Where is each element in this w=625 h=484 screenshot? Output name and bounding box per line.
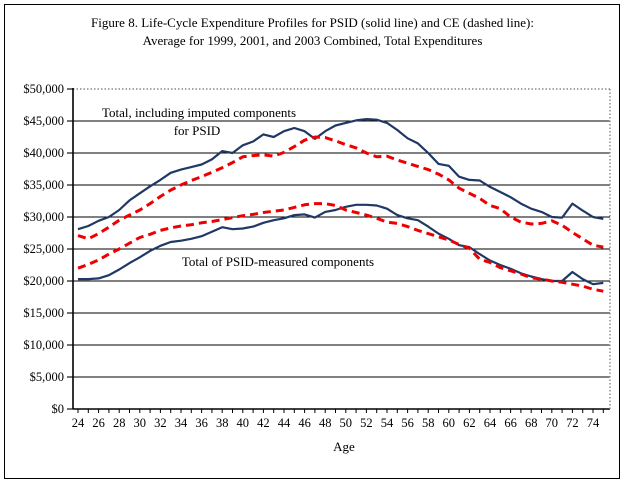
figure-title: Figure 8. Life-Cycle Expenditure Profile… [0, 14, 625, 50]
x-tick-label: 66 [504, 416, 517, 430]
x-tick-label: 28 [113, 416, 126, 430]
plot-annotation-1: for PSID [174, 123, 221, 138]
y-tick-label: $35,000 [23, 178, 64, 192]
figure-title-line2: Average for 1999, 2001, and 2003 Combine… [142, 33, 483, 48]
x-tick-label: 56 [401, 416, 414, 430]
plot-annotation-0: Total, including imputed components [102, 105, 296, 120]
figure-title-line1: Figure 8. Life-Cycle Expenditure Profile… [91, 15, 534, 30]
x-tick-label: 52 [360, 416, 373, 430]
series-line-1 [77, 135, 604, 249]
figure-border [4, 4, 620, 479]
x-axis-title: Age [333, 439, 355, 454]
x-tick-label: 74 [587, 416, 600, 430]
x-tick-label: 38 [216, 416, 229, 430]
y-tick-label: $15,000 [23, 306, 64, 320]
plot-annotation-2: Total of PSID-measured components [182, 254, 374, 269]
x-tick-label: 60 [443, 416, 456, 430]
x-tick-label: 40 [237, 416, 250, 430]
y-tick-label: $0 [52, 402, 65, 416]
x-tick-label: 58 [422, 416, 435, 430]
x-tick-label: 48 [319, 416, 332, 430]
y-tick-label: $45,000 [23, 114, 64, 128]
x-tick-label: 44 [278, 416, 291, 430]
x-tick-label: 32 [154, 416, 167, 430]
x-tick-label: 68 [525, 416, 538, 430]
y-tick-label: $30,000 [23, 210, 64, 224]
x-tick-label: 72 [566, 416, 579, 430]
x-tick-label: 54 [381, 416, 394, 430]
x-tick-label: 70 [546, 416, 559, 430]
y-tick-label: $5,000 [30, 370, 64, 384]
y-tick-label: $25,000 [23, 242, 64, 256]
x-tick-label: 34 [175, 416, 188, 430]
x-tick-label: 50 [340, 416, 353, 430]
y-tick-label: $20,000 [23, 274, 64, 288]
series-line-3 [77, 202, 604, 293]
x-tick-label: 42 [257, 416, 270, 430]
x-tick-label: 30 [134, 416, 147, 430]
x-tick-label: 24 [72, 416, 85, 430]
x-tick-label: 64 [484, 416, 497, 430]
x-tick-label: 26 [92, 416, 105, 430]
series-line-0 [77, 117, 604, 231]
y-tick-label: $40,000 [23, 146, 64, 160]
y-tick-label: $50,000 [23, 82, 64, 96]
x-tick-label: 36 [195, 416, 208, 430]
x-tick-label: 62 [463, 416, 476, 430]
x-tick-label: 46 [298, 416, 311, 430]
y-tick-label: $10,000 [23, 338, 64, 352]
